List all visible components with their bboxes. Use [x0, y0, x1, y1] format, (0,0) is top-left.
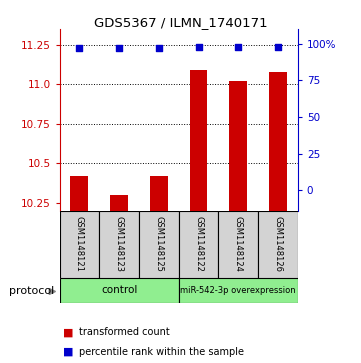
FancyBboxPatch shape — [179, 211, 218, 278]
Text: control: control — [101, 285, 137, 295]
Text: GDS5367 / ILMN_1740171: GDS5367 / ILMN_1740171 — [94, 16, 267, 29]
Point — [116, 45, 122, 51]
FancyBboxPatch shape — [258, 211, 298, 278]
FancyBboxPatch shape — [60, 211, 99, 278]
Bar — [150, 176, 168, 211]
Text: percentile rank within the sample: percentile rank within the sample — [79, 347, 244, 357]
Text: GSM1148121: GSM1148121 — [75, 216, 84, 272]
Text: GSM1148124: GSM1148124 — [234, 216, 243, 272]
FancyBboxPatch shape — [218, 211, 258, 278]
Point — [156, 45, 162, 51]
Point — [196, 44, 201, 49]
Bar — [269, 72, 287, 211]
Point — [275, 44, 281, 49]
Text: transformed count: transformed count — [79, 327, 170, 337]
FancyBboxPatch shape — [99, 211, 139, 278]
Text: ■: ■ — [63, 347, 74, 357]
Point — [77, 45, 82, 51]
Point — [235, 44, 241, 49]
Text: ■: ■ — [63, 327, 74, 337]
Text: GSM1148123: GSM1148123 — [115, 216, 123, 272]
Bar — [110, 195, 128, 211]
FancyBboxPatch shape — [179, 278, 298, 303]
Text: GSM1148126: GSM1148126 — [274, 216, 282, 272]
Text: GSM1148125: GSM1148125 — [155, 216, 163, 272]
Text: miR-542-3p overexpression: miR-542-3p overexpression — [180, 286, 296, 295]
Text: protocol: protocol — [9, 286, 54, 297]
Bar — [190, 70, 208, 211]
FancyBboxPatch shape — [60, 278, 179, 303]
Bar — [229, 81, 247, 211]
Text: GSM1148122: GSM1148122 — [194, 216, 203, 272]
FancyBboxPatch shape — [139, 211, 179, 278]
Bar — [70, 176, 88, 211]
